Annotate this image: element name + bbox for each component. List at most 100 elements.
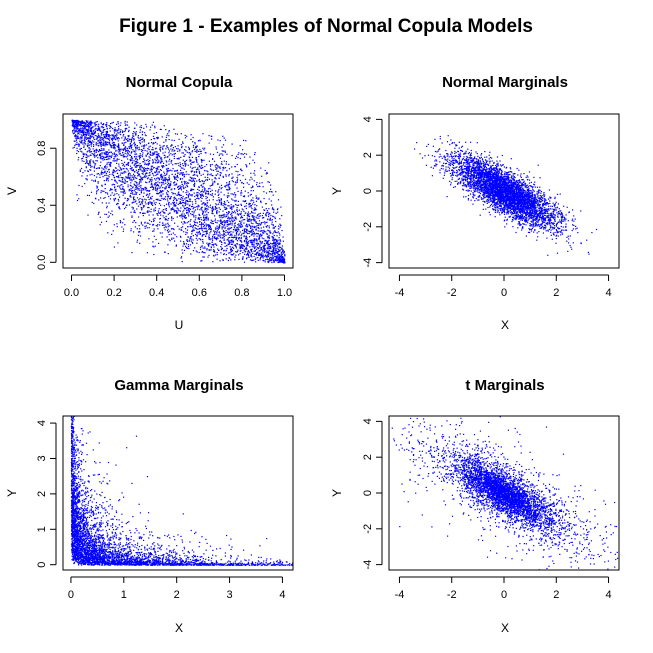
scatter-point	[118, 200, 120, 202]
scatter-point	[247, 195, 249, 197]
scatter-point	[262, 249, 264, 251]
scatter-point	[228, 242, 230, 244]
scatter-point	[207, 176, 209, 179]
scatter-point	[283, 259, 286, 261]
scatter-point	[257, 247, 259, 249]
scatter-point	[190, 177, 193, 179]
scatter-point	[209, 164, 212, 166]
scatter-point	[231, 206, 233, 208]
scatter-point	[239, 240, 242, 242]
scatter-point	[228, 182, 230, 184]
scatter-point	[212, 239, 214, 241]
scatter-point	[171, 237, 173, 239]
scatter-point	[233, 247, 235, 249]
scatter-point	[93, 175, 95, 177]
scatter-point	[174, 133, 177, 135]
scatter-point	[136, 203, 138, 205]
scatter-point	[86, 160, 88, 162]
scatter-point	[268, 251, 270, 253]
scatter-point	[120, 180, 122, 182]
scatter-point	[268, 259, 270, 261]
scatter-point	[203, 225, 205, 228]
scatter-point	[90, 124, 92, 126]
scatter-point	[89, 163, 91, 165]
scatter-point	[228, 163, 230, 165]
scatter-point	[79, 128, 81, 130]
scatter-point	[121, 162, 123, 164]
scatter-point	[116, 162, 118, 164]
scatter-point	[90, 164, 92, 167]
scatter-point	[102, 144, 104, 147]
scatter-point	[216, 244, 218, 246]
scatter-point	[182, 252, 184, 254]
scatter-point	[202, 241, 204, 243]
scatter-point	[185, 202, 187, 204]
scatter-point	[202, 147, 204, 149]
scatter-point	[142, 199, 144, 201]
scatter-point	[216, 238, 218, 240]
scatter-point	[96, 176, 98, 178]
scatter-point	[190, 178, 193, 180]
scatter-point	[190, 163, 192, 165]
scatter-point	[520, 191, 522, 193]
scatter-point	[120, 184, 122, 186]
scatter-point	[239, 244, 241, 246]
scatter-points	[414, 135, 598, 256]
scatter-point	[118, 194, 120, 196]
scatter-point	[250, 253, 252, 256]
scatter-point	[450, 184, 452, 186]
scatter-point	[217, 190, 219, 192]
scatter-point	[261, 206, 263, 208]
scatter-point	[266, 221, 268, 223]
scatter-point	[208, 243, 210, 245]
scatter-point	[257, 214, 259, 216]
scatter-point	[263, 226, 265, 228]
scatter-point	[172, 193, 174, 195]
scatter-point	[164, 177, 166, 179]
scatter-point	[95, 144, 97, 146]
scatter-point	[99, 135, 101, 137]
scatter-point	[276, 258, 278, 260]
scatter-point	[96, 135, 98, 137]
scatter-point	[163, 197, 165, 200]
scatter-point	[106, 154, 108, 156]
scatter-point	[118, 138, 120, 140]
scatter-point	[146, 193, 148, 195]
scatter-point	[271, 261, 273, 264]
scatter-point	[88, 134, 90, 136]
scatter-point	[140, 192, 142, 194]
scatter-point	[184, 202, 186, 204]
scatter-point	[105, 179, 107, 182]
scatter-point	[117, 143, 120, 145]
scatter-point	[156, 151, 158, 153]
scatter-point	[239, 248, 241, 250]
scatter-point	[155, 202, 157, 204]
scatter-point	[228, 186, 230, 188]
scatter-point	[177, 186, 179, 189]
scatter-point	[132, 193, 134, 195]
scatter-point	[215, 239, 218, 241]
scatter-point	[130, 188, 132, 190]
scatter-point	[80, 131, 82, 133]
scatter-point	[187, 226, 189, 228]
scatter-point	[275, 191, 277, 193]
scatter-point	[143, 147, 145, 149]
scatter-point	[224, 139, 227, 141]
scatter-point	[247, 215, 249, 217]
scatter-point	[124, 170, 126, 172]
scatter-point	[149, 174, 151, 176]
scatter-point	[501, 209, 503, 211]
scatter-point	[270, 250, 273, 253]
scatter-point	[77, 124, 79, 127]
scatter-point	[220, 198, 222, 200]
scatter-point	[215, 168, 217, 171]
scatter-point	[116, 182, 118, 184]
scatter-point	[131, 162, 133, 164]
scatter-point	[88, 122, 90, 124]
scatter-point	[275, 259, 277, 262]
scatter-point	[90, 130, 92, 132]
scatter-point	[181, 199, 183, 201]
scatter-point	[473, 195, 475, 197]
scatter-point	[150, 183, 152, 185]
scatter-point	[156, 193, 159, 195]
